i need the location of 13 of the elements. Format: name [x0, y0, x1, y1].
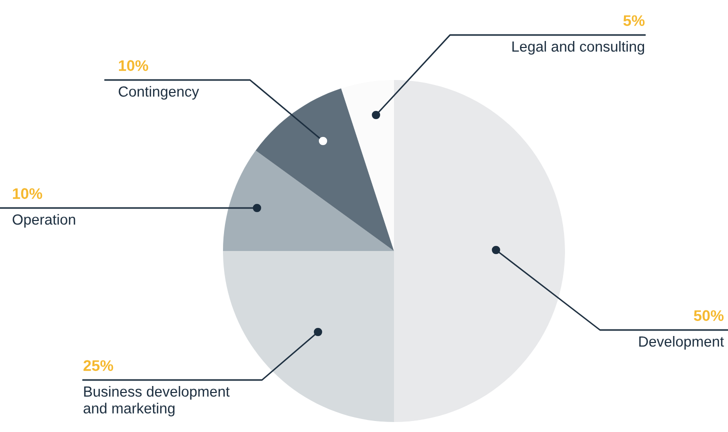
data-label: 50%	[694, 310, 724, 321]
pie-slice	[256, 88, 394, 251]
slice-label: Business development and marketing	[84, 386, 230, 416]
data-label: 25%	[84, 360, 114, 371]
data-label: 5%	[623, 15, 645, 26]
slice-label: Contingency	[118, 86, 200, 100]
pie-slice	[394, 80, 565, 422]
data-label: 10%	[12, 188, 42, 199]
pie-slice	[223, 150, 394, 251]
data-label: 10%	[118, 60, 148, 71]
slice-label: Development	[639, 336, 724, 350]
slice-label: Legal and consulting	[512, 41, 644, 55]
slice-label: Operation	[12, 214, 76, 228]
